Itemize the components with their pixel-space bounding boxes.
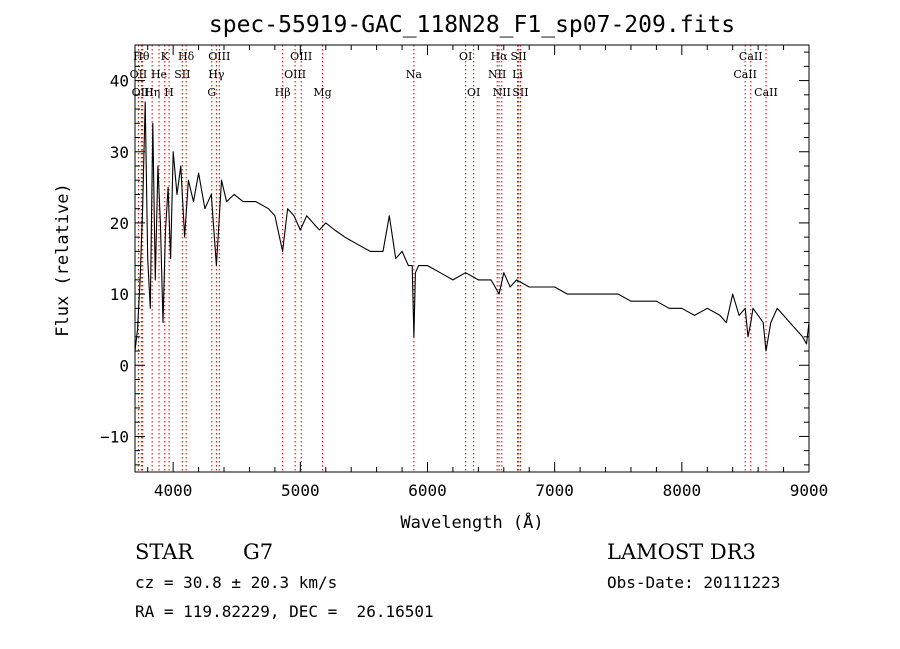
object-subclass: G7 [243, 540, 274, 564]
y-tick-label: 10 [110, 285, 129, 304]
x-axis-label: Wavelength (Å) [400, 511, 543, 533]
x-tick-label: 9000 [790, 481, 829, 500]
marker-label: Hβ [275, 86, 291, 99]
y-axis-label: Flux (relative) [53, 183, 73, 337]
marker-label: G [207, 86, 216, 99]
marker-label: SII [512, 86, 528, 99]
axes [134, 44, 810, 473]
redshift-readout: cz = 30.8 ± 20.3 km/s [135, 573, 338, 592]
marker-label: Hα [491, 50, 509, 63]
marker-label: SII [511, 50, 527, 63]
x-tick-label: 5000 [281, 481, 320, 500]
marker-label: Mg [313, 86, 331, 99]
marker-label: He [151, 68, 167, 81]
marker-label: OIII [290, 50, 312, 63]
survey-name: LAMOST DR3 [607, 540, 756, 564]
y-tick-label: −10 [100, 427, 129, 446]
marker-label: OII [130, 68, 148, 81]
y-tick-label: 20 [110, 214, 129, 233]
x-tick-label: 7000 [535, 481, 574, 500]
marker-label: NII [493, 86, 511, 99]
coordinates: RA = 119.82229, DEC = 26.16501 [135, 602, 434, 621]
x-tick-label: 6000 [408, 481, 447, 500]
marker-label: CaII [733, 68, 757, 81]
marker-label: OI [467, 86, 480, 99]
marker-label: Hγ [208, 68, 225, 81]
y-tick-label: 40 [110, 72, 129, 91]
marker-label: CaII [739, 50, 763, 63]
obs-date: Obs-Date: 20111223 [607, 573, 781, 592]
x-tick-label: 8000 [663, 481, 702, 500]
y-tick-label: 30 [110, 143, 129, 162]
marker-label: OIII [208, 50, 230, 63]
marker-label: Na [406, 68, 423, 81]
spectrum-series [134, 101, 810, 352]
y-tick-label: 0 [119, 356, 129, 375]
marker-label: NII [488, 68, 506, 81]
marker-label: SII [174, 68, 190, 81]
marker-label: Hη [144, 86, 160, 99]
marker-label: H [164, 86, 174, 99]
marker-label: Hδ [178, 50, 195, 63]
spectrum-line-flux [134, 101, 810, 352]
marker-label: OIII [132, 86, 154, 99]
x-tick-label: 4000 [154, 481, 193, 500]
marker-label: Hθ [133, 50, 150, 63]
chart-title: spec-55919-GAC_118N28_F1_sp07-209.fits [209, 12, 735, 38]
marker-label: OIII [284, 68, 306, 81]
marker-label: Li [512, 68, 523, 81]
marker-label: OI [459, 50, 472, 63]
object-class: STAR [135, 540, 194, 564]
marker-label: CaII [754, 86, 778, 99]
ticks: 4000 5000 6000 7000 8000 9000 −10 0 10 20 30 40 [100, 45, 828, 500]
plot-frame [134, 44, 810, 473]
marker-label: K [161, 50, 170, 63]
